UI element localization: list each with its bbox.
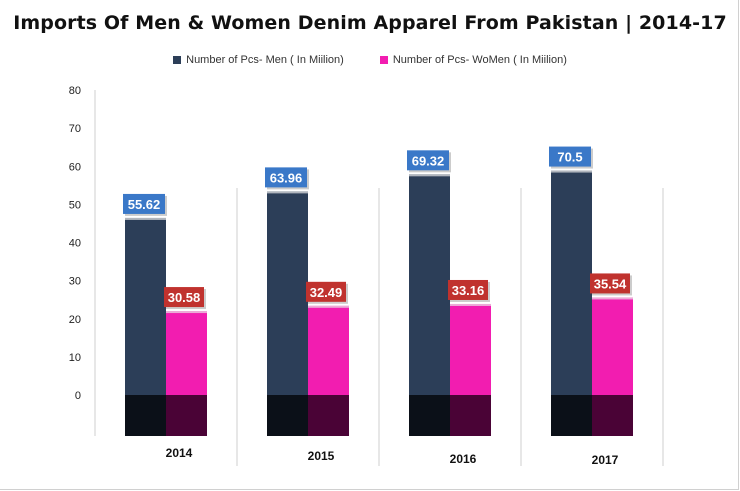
chart-legend: Number of Pcs- Men ( In Miilion) Number … <box>0 54 740 66</box>
bar-men-shadow <box>125 395 166 436</box>
legend-label-women: Number of Pcs- WoMen ( In Miilion) <box>392 54 567 66</box>
bar-women <box>450 303 491 395</box>
data-label-box-women <box>164 287 204 308</box>
data-label-box-men <box>265 167 307 188</box>
data-label-box-women <box>306 281 346 302</box>
bar-top-edge <box>267 191 308 194</box>
bar-top-edge <box>308 305 349 308</box>
bar-top-edge <box>409 174 450 177</box>
chart-title: Imports Of Men & Women Denim Apparel Fro… <box>13 12 727 34</box>
x-category-label: 2014 <box>166 446 193 460</box>
bar-top-edge <box>125 217 166 220</box>
bar-women <box>166 311 207 395</box>
bar-top-edge <box>592 297 633 300</box>
data-label-box-men <box>407 150 449 171</box>
x-category-label: 2016 <box>450 452 477 466</box>
legend-swatch-women <box>379 56 388 64</box>
bar-women <box>592 297 633 395</box>
bar-women-shadow <box>592 395 633 436</box>
bar-men-shadow <box>267 395 308 436</box>
y-tick-label: 20 <box>69 314 81 326</box>
data-label-women: 35.54 <box>594 276 627 291</box>
legend-swatch-men <box>173 56 182 64</box>
y-tick-label: 50 <box>69 199 81 211</box>
y-tick-label: 60 <box>69 161 81 173</box>
y-tick-label: 80 <box>69 85 81 97</box>
data-label-box-women <box>590 273 630 294</box>
y-tick-label: 0 <box>75 390 81 402</box>
bar-women <box>308 305 349 395</box>
data-label-box-men <box>549 146 591 167</box>
y-tick-label: 40 <box>69 238 81 250</box>
y-tick-label: 10 <box>69 352 81 364</box>
bar-women-shadow <box>308 395 349 436</box>
x-category-label: 2015 <box>308 449 335 463</box>
legend-label-men: Number of Pcs- Men ( In Miilion) <box>186 54 344 66</box>
bar-men <box>409 174 450 395</box>
y-tick-label: 70 <box>69 123 81 135</box>
data-label-women: 30.58 <box>168 290 201 305</box>
bar-men <box>125 217 166 395</box>
bar-top-edge <box>166 311 207 314</box>
data-label-box-men <box>123 193 165 214</box>
legend-item-women: Number of Pcs- WoMen ( In Miilion) <box>379 54 567 66</box>
bar-top-edge <box>450 303 491 306</box>
data-label-box-women <box>448 279 488 300</box>
bar-top-edge <box>551 170 592 173</box>
data-label-men: 55.62 <box>128 197 161 212</box>
bar-men <box>267 191 308 395</box>
data-label-men: 70.5 <box>557 150 582 165</box>
legend-item-men: Number of Pcs- Men ( In Miilion) <box>173 54 344 66</box>
data-label-women: 33.16 <box>452 283 485 298</box>
x-category-label: 2017 <box>592 453 619 467</box>
y-tick-label: 30 <box>69 276 81 288</box>
data-label-men: 69.32 <box>412 153 445 168</box>
data-label-men: 63.96 <box>270 170 303 185</box>
bar-women-shadow <box>166 395 207 436</box>
bar-men-shadow <box>551 395 592 436</box>
data-label-women: 32.49 <box>310 285 343 300</box>
bar-men <box>551 170 592 395</box>
bar-men-shadow <box>409 395 450 436</box>
bar-women-shadow <box>450 395 491 436</box>
